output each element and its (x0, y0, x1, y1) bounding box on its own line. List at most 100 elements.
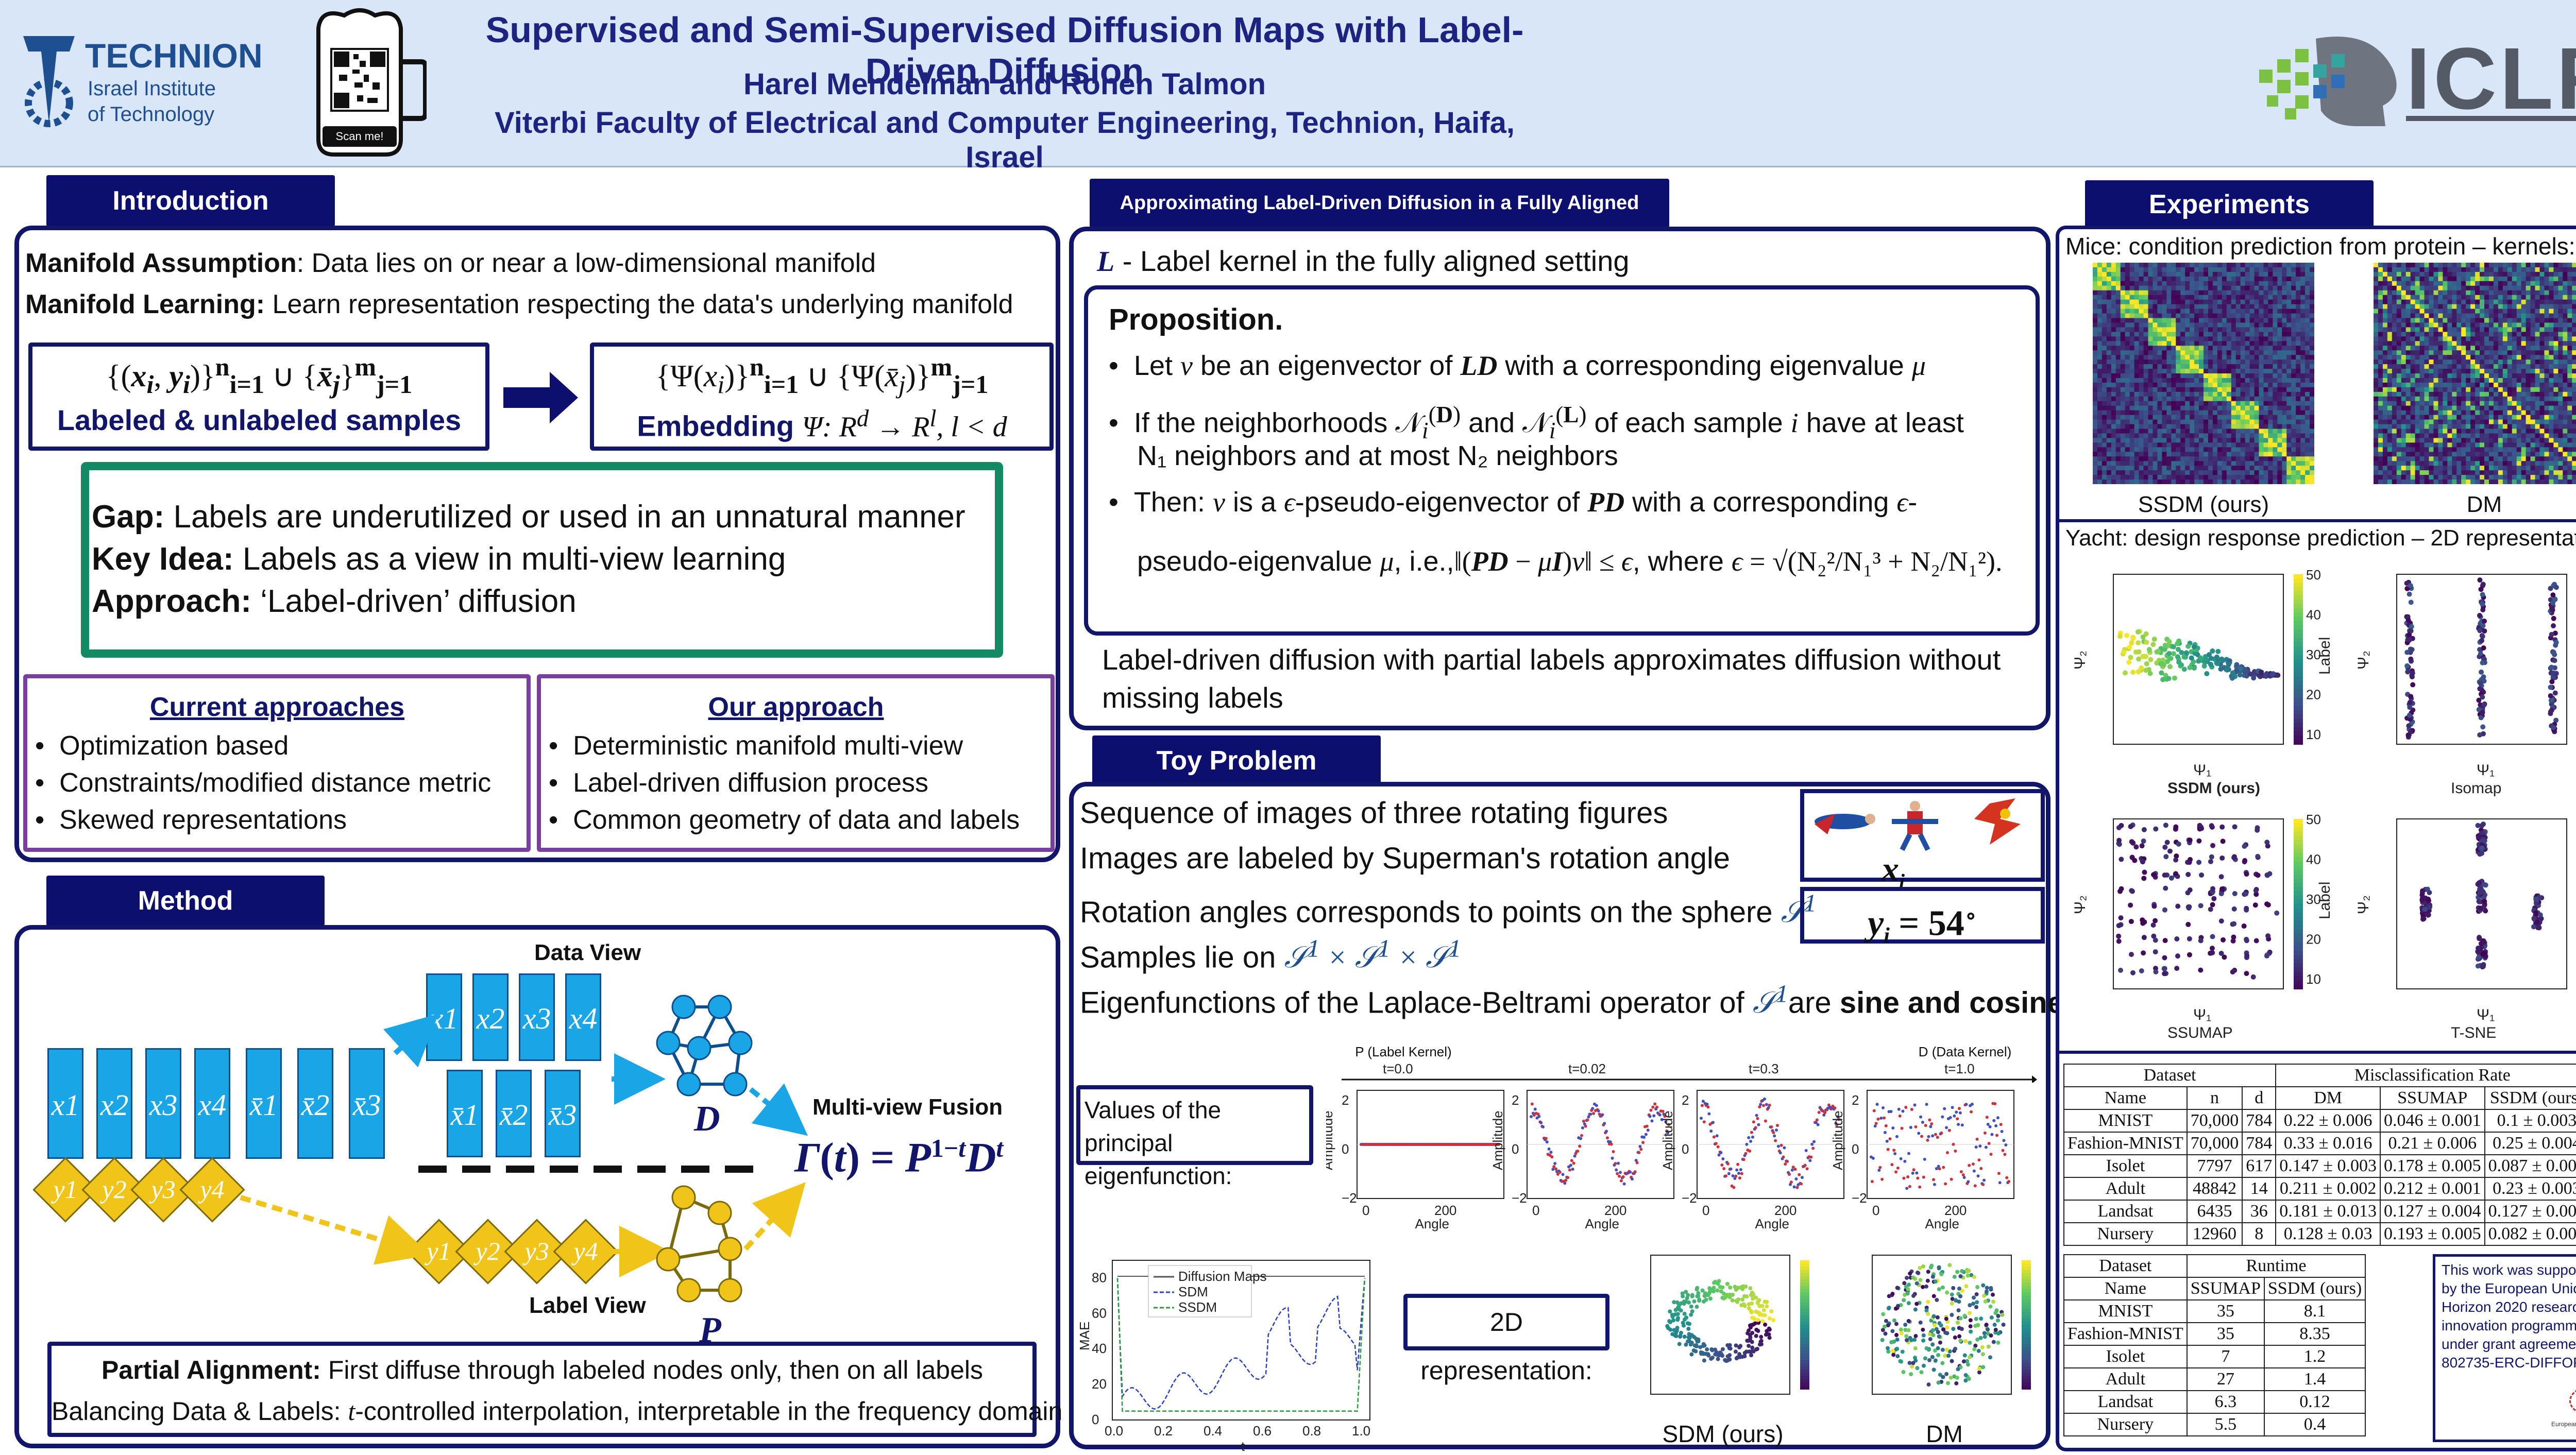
heatmap-cell (2217, 313, 2223, 318)
heatmap-cell (2282, 475, 2287, 480)
heatmap-cell (2424, 281, 2429, 286)
heatmap-cell (2470, 285, 2476, 291)
heatmap-cell (2157, 433, 2162, 438)
eigen-point (1751, 1135, 1754, 1139)
heatmap-cell (2162, 285, 2167, 291)
heatmap-cell (2539, 276, 2545, 282)
heatmap-cell (2378, 322, 2383, 328)
heatmap-cell (2231, 364, 2236, 369)
heatmap-cell (2300, 442, 2306, 448)
heatmap-cell (2484, 322, 2489, 328)
heatmap-cell (2535, 263, 2540, 268)
heatmap-cell (2277, 456, 2282, 461)
heatmap-cell (2162, 466, 2167, 471)
scatter-point (1752, 1316, 1757, 1321)
heatmap-cell (2148, 442, 2153, 448)
heatmap-cell (2222, 304, 2227, 310)
heatmap-cell (2157, 405, 2162, 411)
heatmap-cell (2273, 378, 2278, 383)
heatmap-cell (2153, 452, 2158, 457)
heatmap-cell (2162, 373, 2167, 379)
eigen-point (1641, 1141, 1645, 1144)
heatmap-cell (2102, 387, 2107, 392)
heatmap-cell (2438, 309, 2443, 314)
heatmap-cell (2263, 415, 2268, 420)
heatmap-cell (2259, 299, 2264, 305)
heatmap-cell (2378, 360, 2383, 365)
heatmap-cell (2190, 461, 2195, 466)
heatmap-cell (2235, 466, 2241, 471)
scatter-point (1727, 1295, 1732, 1299)
heatmap-cell (2493, 391, 2499, 397)
qr-code-mug[interactable]: Scan me! (308, 5, 428, 160)
heatmap-cell (2296, 285, 2301, 291)
heatmap-cell (2106, 438, 2112, 443)
heatmap-cell (2378, 336, 2383, 341)
heatmap-cell (2106, 470, 2112, 475)
eigen-point (2000, 1129, 2004, 1133)
heatmap-cell (2166, 327, 2172, 332)
heatmap-cell (2254, 322, 2259, 328)
heatmap-cell (2176, 475, 2181, 480)
heatmap-cell (2530, 387, 2536, 392)
heatmap-cell (2268, 364, 2273, 369)
heatmap-cell (2129, 396, 2135, 402)
heatmap-cell (2240, 442, 2246, 448)
heatmap-cell (2466, 322, 2471, 328)
scatter-point (1900, 1349, 1905, 1354)
heatmap-cell (2194, 401, 2199, 406)
heatmap-cell (2185, 396, 2190, 402)
heatmap-cell (2443, 263, 2448, 268)
label-diamond-text: y2 (102, 1175, 127, 1204)
heatmap-cell (2120, 281, 2126, 286)
heatmap-cell (2143, 276, 2148, 282)
heatmap-cell (2249, 299, 2255, 305)
heatmap-cell (2512, 304, 2517, 310)
heatmap-cell (2558, 295, 2563, 300)
heatmap-cell (2378, 332, 2383, 337)
heatmap-cell (2567, 382, 2572, 388)
heatmap-cell (2212, 332, 2218, 337)
heatmap-cell (2516, 364, 2522, 369)
heatmap-cell (2245, 415, 2250, 420)
heatmap-cell (2226, 415, 2232, 420)
eigen-point (1794, 1177, 1798, 1181)
heatmap-cell (2553, 350, 2558, 355)
heatmap-cell (2153, 309, 2158, 314)
heatmap-cell (2263, 396, 2268, 402)
heatmap-cell (2254, 318, 2259, 323)
heatmap-cell (2470, 378, 2476, 383)
heatmap-cell (2115, 373, 2121, 379)
heatmap-cell (2231, 267, 2236, 272)
eigen-point (2007, 1179, 2011, 1183)
heatmap-cell (2194, 322, 2199, 328)
heatmap-cell (2300, 299, 2306, 305)
heatmap-cell (2405, 309, 2411, 314)
heatmap-cell (2194, 336, 2199, 341)
heatmap-cell (2254, 276, 2259, 282)
heatmap-cell (2176, 285, 2181, 291)
heatmap-cell (2553, 281, 2558, 286)
heatmap-cell (2199, 322, 2204, 328)
eigen-point (1707, 1112, 1711, 1116)
heatmap-cell (2277, 299, 2282, 305)
heatmap-cell (2259, 304, 2264, 310)
heatmap-cell (2498, 322, 2503, 328)
scatter-point (1745, 1339, 1750, 1343)
heatmap-cell (2208, 355, 2213, 360)
eigen-point (1738, 1176, 1741, 1180)
our-approach-box: Our approach • Deterministic manifold mu… (537, 674, 1055, 852)
heatmap-cell (2526, 369, 2531, 374)
heatmap-cell (2204, 341, 2209, 346)
heatmap-cell (2452, 346, 2457, 351)
heatmap-cell (2148, 475, 2153, 480)
heatmap-cell (2310, 350, 2314, 355)
heatmap-cell (2204, 318, 2209, 323)
heatmap-cell (2162, 304, 2167, 310)
heatmap-cell (2180, 327, 2185, 332)
heatmap-cell (2544, 332, 2549, 337)
heatmap-cell (2273, 285, 2278, 291)
heatmap-cell (2190, 447, 2195, 452)
heatmap-cell (2507, 355, 2513, 360)
heatmap-cell (2466, 285, 2471, 291)
